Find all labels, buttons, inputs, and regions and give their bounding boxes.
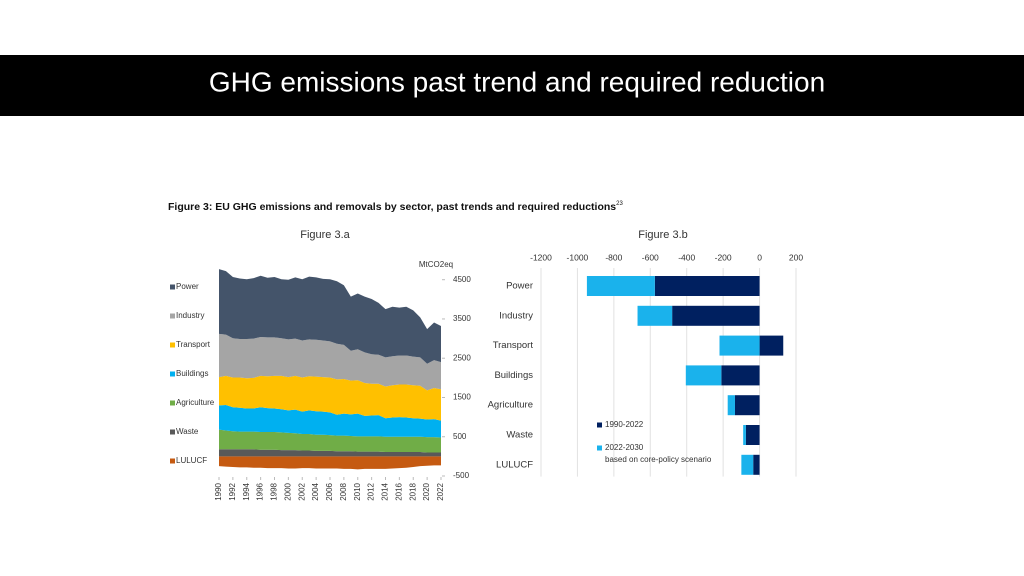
legend-note: based on core-policy scenario [605,455,712,464]
x-tick-label: 2002 [297,482,306,500]
x-tick-label: 0 [757,252,762,262]
y-tick-label: -500 [453,471,470,480]
x-tick-label: 2018 [408,482,417,500]
figure-caption: Figure 3: EU GHG emissions and removals … [168,201,623,213]
x-tick-label: -200 [715,252,732,262]
bar [753,454,760,475]
category-label: Agriculture [488,400,533,411]
bar [741,454,754,475]
category-label: Transport [493,340,534,351]
legend-swatch [170,342,175,348]
bar [654,276,760,296]
category-label: Waste [506,430,533,441]
area [219,456,441,470]
legend-swatch [170,284,175,290]
legend-label: 2022-2030 [605,443,644,452]
area [219,333,441,391]
legend-label: Waste [176,427,199,436]
legend-label: Industry [176,311,204,320]
x-tick-label: 2006 [325,482,334,500]
x-tick-label: 1998 [270,482,279,500]
category-label: LULUCF [496,459,533,470]
category-label: Industry [499,310,533,321]
x-tick-label: 2008 [339,482,348,500]
legend-label: 1990-2022 [605,420,644,429]
bar [672,305,760,326]
x-tick-label: 2012 [367,482,376,500]
x-tick-label: -1000 [567,252,589,262]
x-tick-label: 1990 [214,482,223,500]
bar [745,425,760,445]
x-tick-label: 2014 [381,482,390,500]
caption-note: 23 [616,201,623,207]
bar [685,365,722,386]
x-tick-label: 1992 [228,482,237,500]
bar [637,305,673,326]
x-tick-label: 2004 [311,482,320,500]
area [219,429,441,453]
y-tick-label: 500 [453,432,467,441]
legend-swatch [170,371,175,377]
legend-swatch [597,445,602,451]
area [219,269,441,364]
y-tick-label: 3500 [453,314,471,323]
legend-label: Power [176,282,199,291]
bar [727,395,735,416]
bar [586,276,655,296]
legend-swatch [597,422,602,428]
x-tick-label: 2022 [436,482,445,500]
x-tick-label: 1996 [256,482,265,500]
y-tick-label: 4500 [453,275,471,284]
caption-text: Figure 3: EU GHG emissions and removals … [168,201,616,213]
y-tick-label: 1500 [453,393,471,402]
y-axis-label: MtCO2eq [419,260,453,269]
bar [719,335,760,356]
bar [759,335,784,356]
legend-swatch [170,458,175,464]
category-label: Power [506,281,533,292]
x-tick-label: -800 [605,252,622,262]
x-tick-label: -400 [678,252,695,262]
legend-swatch [170,429,175,435]
area [219,375,441,421]
x-tick-label: 2020 [422,482,431,500]
x-tick-label: 2010 [353,482,362,500]
legend-label: Agriculture [176,398,215,407]
x-tick-label: 2000 [283,482,292,500]
area [219,404,441,438]
bar [734,395,760,416]
y-tick-label: 2500 [453,353,471,362]
area [219,449,441,457]
legend-label: LULUCF [176,456,207,465]
x-tick-label: -1200 [530,252,552,262]
legend-label: Buildings [176,369,208,378]
chart-title: Figure 3.b [638,229,688,241]
category-label: Buildings [494,370,533,381]
chart-title: Figure 3.a [300,229,350,241]
bar [721,365,760,386]
slide-title: GHG emissions past trend and required re… [209,66,825,97]
x-tick-label: 200 [789,252,803,262]
legend-label: Transport [176,340,211,349]
bar [743,425,746,445]
x-tick-label: 1994 [242,482,251,500]
x-tick-label: -600 [642,252,659,262]
legend-swatch [170,313,175,319]
x-tick-label: 2016 [394,482,403,500]
legend-swatch [170,400,175,406]
title-bar [0,55,1024,116]
